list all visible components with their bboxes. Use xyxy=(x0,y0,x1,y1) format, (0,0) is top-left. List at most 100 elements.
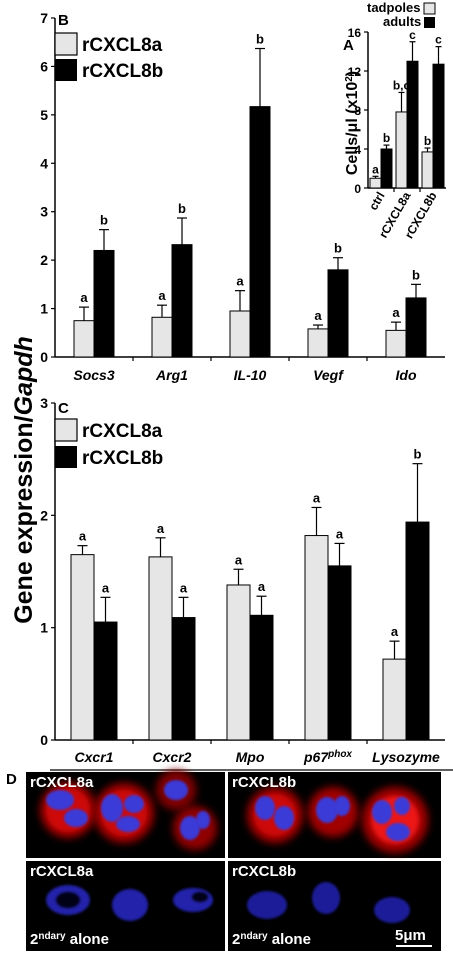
panel-b-label: B xyxy=(58,12,69,29)
micrograph-rcxcl8b-secondary: rCXCL8b 2ndary alone 5μm xyxy=(228,861,441,951)
significance-letter: b xyxy=(412,267,420,282)
legend-label-tadpoles: tadpoles xyxy=(367,0,420,15)
y-tick-label: 3 xyxy=(40,395,48,411)
panel-a-label: A xyxy=(343,37,354,54)
bar-rcxcl8a-cxcr2 xyxy=(148,556,173,741)
x-tick-label: Ido xyxy=(396,367,417,383)
legend-swatch-rcxcl8a xyxy=(54,32,78,56)
bar-rcxcl8a-vegf xyxy=(307,328,329,358)
significance-letter: c xyxy=(409,28,416,42)
y-tick-label: 2 xyxy=(40,252,48,268)
significance-letter: a xyxy=(79,529,87,544)
x-tick-label: Cxcr2 xyxy=(153,749,192,765)
cell xyxy=(362,787,428,853)
y-tick-label: 4 xyxy=(354,143,361,157)
y-tick-label: 16 xyxy=(348,26,362,40)
significance-letter: a xyxy=(258,579,266,594)
x-tick-label: Socs3 xyxy=(73,367,114,383)
chart-c: 0123aaCxcr1aaCxcr2aaMpoaap67phoxabLysozy… xyxy=(40,395,445,765)
bar-rcxcl8b-vegf xyxy=(327,269,349,358)
y-tick-label: 0 xyxy=(354,182,361,196)
bar-tadpoles-rcxcl8b xyxy=(421,151,434,189)
significance-letter: b xyxy=(100,213,108,228)
significance-letter: a xyxy=(391,624,399,639)
legend-label-rcxcl8a: rCXCL8a xyxy=(82,421,163,442)
cell xyxy=(308,787,358,837)
y-axis-label: Gene expression/Gapdh xyxy=(10,336,38,624)
y-tick-label: 5 xyxy=(40,107,48,123)
y-tick-label: 2 xyxy=(40,507,48,523)
inset-y-label: Cells/μl (x102) xyxy=(344,71,362,175)
bar-rcxcl8a-cxcr1 xyxy=(70,554,95,741)
significance-letter: a xyxy=(313,490,321,505)
bar-rcxcl8b-mpo xyxy=(249,614,274,741)
legend-a: tadpoles adults xyxy=(367,0,436,29)
x-tick-label: Lysozyme xyxy=(372,749,440,765)
micrograph-label: rCXCL8b xyxy=(232,863,296,880)
x-tick-label: Mpo xyxy=(236,749,265,765)
significance-letter: a xyxy=(157,521,165,536)
scale-bar-label: 5μm xyxy=(395,927,426,944)
bar-rcxcl8b-arg1 xyxy=(171,244,193,358)
panel-d-label: D xyxy=(6,771,17,788)
bar-tadpoles-ctrl xyxy=(369,177,382,189)
cell xyxy=(40,782,96,838)
y-tick-label: 7 xyxy=(40,10,48,26)
legend-label-adults: adults xyxy=(383,14,421,29)
significance-letter: b xyxy=(414,447,422,462)
bar-rcxcl8b-p67 xyxy=(327,565,352,741)
bar-rcxcl8a-mpo xyxy=(226,584,251,741)
bar-rcxcl8a-lysozyme xyxy=(382,658,407,741)
legend-swatch-adults xyxy=(424,17,435,28)
y-tick-label: 1 xyxy=(40,620,48,636)
micrograph-label: rCXCL8b xyxy=(232,774,296,791)
y-tick-label: 3 xyxy=(40,204,48,220)
legend-swatch-rcxcl8b xyxy=(55,446,77,468)
significance-letter: a xyxy=(235,552,243,567)
y-tick-label: 8 xyxy=(354,104,361,118)
legend-label-rcxcl8b: rCXCL8b xyxy=(82,61,163,82)
legend-label-rcxcl8b: rCXCL8b xyxy=(82,448,163,469)
cell xyxy=(94,783,154,843)
significance-letter: a xyxy=(158,288,166,303)
bar-rcxcl8a-il-10 xyxy=(229,310,251,358)
bar-rcxcl8b-lysozyme xyxy=(405,521,430,741)
significance-letter: a xyxy=(372,162,379,176)
legend-swatch-rcxcl8b xyxy=(55,59,77,81)
bar-rcxcl8b-il-10 xyxy=(249,106,271,358)
cell xyxy=(247,787,303,843)
micrograph-label: rCXCL8a xyxy=(30,774,94,791)
micrograph-label: rCXCL8a xyxy=(30,863,94,880)
x-tick-label: p67phox xyxy=(303,749,352,766)
legend-b: rCXCL8a rCXCL8b xyxy=(54,32,163,82)
cell xyxy=(156,770,217,850)
significance-letter: b xyxy=(178,201,186,216)
micrograph-rcxcl8b-stained: rCXCL8b xyxy=(228,772,441,858)
panel-c-label: C xyxy=(58,400,69,417)
bar-rcxcl8a-ido xyxy=(385,329,407,358)
legend-c: rCXCL8a rCXCL8b xyxy=(54,418,163,469)
x-tick-label: Vegf xyxy=(313,367,344,383)
significance-letter: a xyxy=(80,290,88,305)
bar-rcxcl8a-p67 xyxy=(304,535,329,741)
bar-rcxcl8b-cxcr2 xyxy=(171,617,196,741)
bar-rcxcl8a-socs3 xyxy=(73,320,95,358)
legend-swatch-tadpoles xyxy=(423,2,436,15)
significance-letter: b,c xyxy=(393,78,411,92)
bar-tadpoles-rcxcl8a xyxy=(395,111,408,189)
bar-adults-ctrl xyxy=(380,148,393,189)
bar-adults-rcxcl8b xyxy=(432,63,445,189)
y-tick-label: 0 xyxy=(40,349,48,365)
bar-rcxcl8b-socs3 xyxy=(93,249,115,358)
significance-letter: a xyxy=(392,305,400,320)
significance-letter: a xyxy=(336,526,344,541)
y-tick-label: 4 xyxy=(40,155,48,171)
significance-letter: b xyxy=(424,134,431,148)
y-tick-label: 0 xyxy=(40,732,48,748)
secondary-alone-label: 2ndary alone xyxy=(232,931,311,949)
bar-rcxcl8b-cxcr1 xyxy=(93,621,118,741)
bar-rcxcl8b-ido xyxy=(405,297,427,358)
